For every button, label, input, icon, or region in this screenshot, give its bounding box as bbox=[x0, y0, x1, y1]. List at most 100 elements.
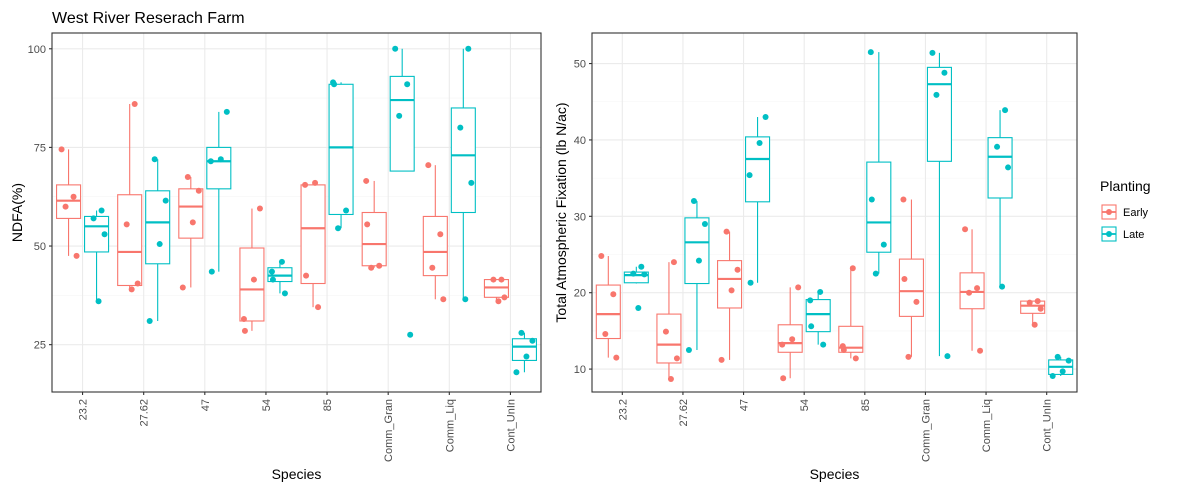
data-point bbox=[195, 187, 202, 194]
data-point bbox=[641, 271, 648, 278]
data-point bbox=[440, 296, 447, 303]
x-tick-label: Comm_Gran bbox=[383, 399, 395, 462]
data-point bbox=[900, 196, 907, 203]
data-point bbox=[268, 268, 275, 275]
chart-title: West River Reserach Farm bbox=[52, 10, 245, 27]
data-point bbox=[529, 337, 536, 344]
data-point bbox=[638, 263, 645, 270]
data-point bbox=[723, 228, 730, 235]
box-iqr bbox=[361, 211, 387, 267]
data-point bbox=[1005, 164, 1012, 171]
data-point bbox=[223, 108, 230, 115]
data-point bbox=[513, 369, 520, 376]
data-point bbox=[335, 225, 342, 232]
data-point bbox=[131, 101, 138, 108]
panel-border bbox=[51, 32, 542, 393]
data-point bbox=[602, 330, 609, 337]
box-iqr bbox=[623, 271, 649, 284]
box-iqr bbox=[389, 75, 415, 172]
data-point bbox=[1049, 372, 1056, 379]
data-point bbox=[929, 49, 936, 56]
box-early bbox=[838, 268, 864, 359]
data-point bbox=[613, 354, 620, 361]
legend-key-point bbox=[1106, 209, 1112, 215]
x-tick-label: 47 bbox=[739, 399, 751, 411]
box-iqr bbox=[450, 107, 476, 214]
box-early bbox=[178, 176, 204, 288]
box-late bbox=[389, 48, 415, 172]
legend-title: Planting bbox=[1100, 178, 1151, 194]
data-point bbox=[962, 226, 969, 233]
box-iqr bbox=[595, 284, 621, 340]
data-point bbox=[808, 323, 815, 330]
data-point bbox=[343, 207, 350, 214]
data-point bbox=[852, 355, 859, 362]
box-iqr bbox=[511, 338, 537, 361]
data-point bbox=[734, 266, 741, 273]
data-point bbox=[303, 272, 310, 279]
data-point bbox=[101, 231, 108, 238]
legend-label: Late bbox=[1123, 229, 1144, 241]
y-tick-label: 50 bbox=[34, 241, 46, 253]
data-point bbox=[128, 286, 135, 293]
data-point bbox=[872, 270, 879, 277]
box-early bbox=[595, 256, 621, 358]
data-point bbox=[977, 347, 984, 354]
data-point bbox=[598, 253, 605, 260]
box-iqr bbox=[656, 313, 682, 364]
data-point bbox=[1002, 107, 1009, 114]
data-point bbox=[756, 139, 763, 146]
box-early bbox=[56, 149, 82, 256]
box-iqr bbox=[926, 66, 952, 162]
data-point bbox=[407, 331, 414, 338]
x-tick-label: 27.62 bbox=[678, 399, 690, 427]
x-tick-label: Cont_UnIn bbox=[1042, 399, 1054, 452]
box-iqr bbox=[239, 247, 265, 322]
box-late bbox=[866, 52, 892, 274]
data-point bbox=[123, 221, 130, 228]
series-early bbox=[595, 199, 1046, 380]
y-tick-label: 50 bbox=[574, 59, 586, 71]
y-axis-title: Total Atmospheric Fixation (lb N/ac) bbox=[553, 102, 569, 322]
panel-1: West River Reserach Farm 25 50 75 100 23.2 27.… bbox=[9, 10, 542, 482]
data-point bbox=[762, 114, 769, 121]
data-point bbox=[1031, 321, 1038, 328]
box-iqr bbox=[898, 258, 924, 317]
data-point bbox=[146, 317, 153, 324]
data-point bbox=[250, 276, 257, 283]
data-point bbox=[667, 376, 674, 383]
data-point bbox=[208, 268, 215, 275]
legend: Planting Early Late bbox=[1100, 178, 1151, 242]
data-point bbox=[913, 298, 920, 305]
data-point bbox=[302, 181, 309, 188]
data-point bbox=[151, 156, 158, 163]
box-early bbox=[898, 199, 924, 357]
data-point bbox=[312, 179, 319, 186]
y-tick-label: 75 bbox=[34, 142, 46, 154]
data-point bbox=[404, 81, 411, 88]
data-point bbox=[468, 179, 475, 186]
data-point bbox=[690, 198, 697, 205]
data-point bbox=[673, 355, 680, 362]
data-point bbox=[70, 193, 77, 200]
data-point bbox=[807, 297, 814, 304]
box-iqr bbox=[206, 146, 232, 190]
box-late bbox=[450, 48, 476, 300]
data-point bbox=[58, 146, 65, 153]
data-point bbox=[462, 296, 469, 303]
legend-key-point bbox=[1106, 231, 1112, 237]
data-point bbox=[610, 291, 617, 298]
data-point bbox=[501, 294, 508, 301]
data-point bbox=[490, 276, 497, 283]
data-point bbox=[747, 279, 754, 286]
points-late bbox=[90, 45, 536, 376]
data-point bbox=[465, 45, 472, 52]
data-point bbox=[62, 203, 69, 210]
x-tick-label: 54 bbox=[799, 399, 811, 411]
box-iqr bbox=[117, 194, 143, 287]
data-point bbox=[933, 91, 940, 98]
box-early bbox=[361, 180, 387, 268]
y-tick-label: 20 bbox=[574, 288, 586, 300]
series-early bbox=[56, 104, 509, 331]
data-point bbox=[189, 219, 196, 226]
